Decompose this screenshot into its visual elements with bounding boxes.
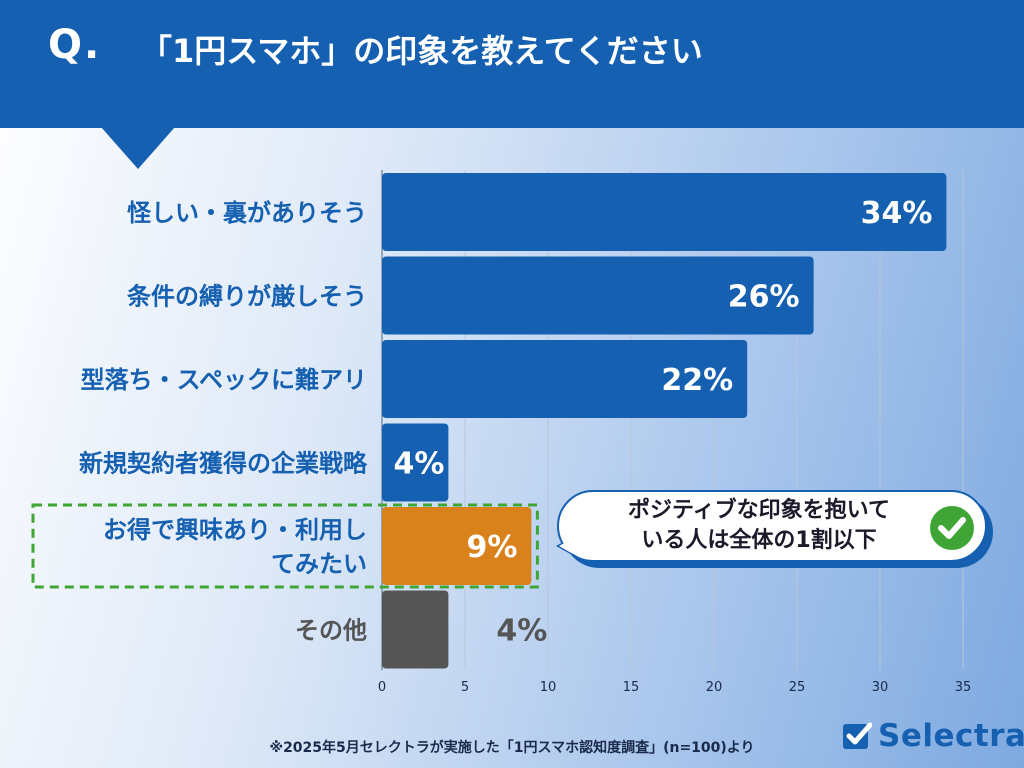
highlight-group <box>31 503 539 589</box>
category-label: 条件の縛りが厳しそう <box>127 283 367 311</box>
check-circle-icon <box>930 506 974 550</box>
x-tick-label: 25 <box>789 680 806 695</box>
question-title: 「1円スマホ」の印象を教えてください <box>140 32 703 70</box>
category-label: 新規契約者獲得の企業戦略 <box>79 450 368 478</box>
bar <box>382 340 748 418</box>
bar-chart: 怪しい・裏がありそう条件の縛りが厳しそう型落ち・スペックに難アリ新規契約者獲得の… <box>31 170 971 695</box>
callout-bubble: ポジティブな印象を抱いて いる人は全体の1割以下 <box>556 490 995 570</box>
callout-text: ポジティブな印象を抱いて いる人は全体の1割以下 <box>599 496 919 556</box>
x-tick-label: 35 <box>955 680 972 695</box>
bar <box>382 590 449 669</box>
category-label: その他 <box>295 617 367 645</box>
header-pointer <box>101 127 175 169</box>
logo-check-icon <box>843 722 872 749</box>
bar <box>382 173 947 251</box>
x-tick-label: 5 <box>461 680 469 695</box>
category-labels: 怪しい・裏がありそう条件の縛りが厳しそう型落ち・スペックに難アリ新規契約者獲得の… <box>79 199 368 645</box>
header-banner: Q. 「1円スマホ」の印象を教えてください <box>0 0 1024 128</box>
callout-tail-inner <box>559 538 573 554</box>
value-labels: 34% 26% 22% 4% 9% 4% <box>393 196 932 649</box>
category-label: 型落ち・スペックに難アリ <box>81 366 367 394</box>
category-label: 怪しい・裏がありそう <box>127 199 367 227</box>
value-label: 9% <box>466 530 517 565</box>
bar <box>382 507 532 585</box>
callout-body <box>557 490 987 562</box>
bar <box>382 256 814 335</box>
callout-line-1: ポジティブな印象を抱いて <box>627 498 891 523</box>
category-label: お得で興味あり・利用し <box>103 516 367 544</box>
x-tick-label: 10 <box>540 680 557 695</box>
footnote: ※2025年5月セレクトラが実施した「1円スマホ認知度調査」(n=100)より <box>269 740 755 756</box>
x-tick-label: 0 <box>378 680 386 695</box>
x-tick-label: 20 <box>706 680 723 695</box>
highlight-frame <box>31 503 539 589</box>
callout-line-2: いる人は全体の1割以下 <box>641 528 877 553</box>
x-tick-label: 30 <box>872 680 889 695</box>
bar <box>382 423 449 502</box>
value-label: 22% <box>661 363 733 398</box>
selectra-logo: Selectra <box>842 718 1024 754</box>
value-label: 4% <box>393 447 444 482</box>
x-tick-labels: 0 5 10 15 20 25 30 35 <box>378 680 971 695</box>
value-label: 34% <box>861 196 933 231</box>
value-label: 4% <box>496 614 547 649</box>
x-tick-label: 15 <box>623 680 640 695</box>
logo-text: Selectra <box>878 718 1024 754</box>
value-label: 26% <box>728 280 800 315</box>
bars <box>382 173 947 669</box>
category-label: てみたい <box>271 550 367 578</box>
question-mark-label: Q. <box>48 22 102 68</box>
